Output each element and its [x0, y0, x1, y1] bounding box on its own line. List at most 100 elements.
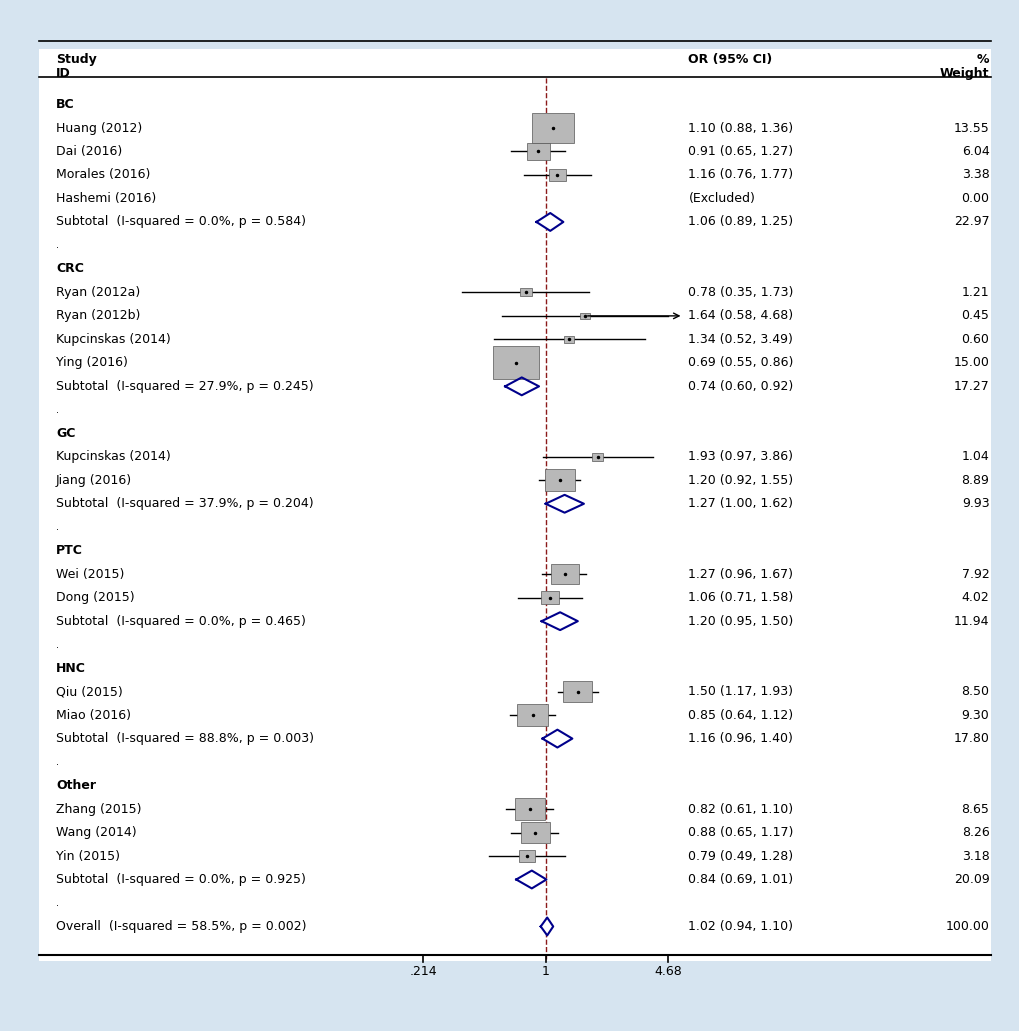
Text: 1.27 (0.96, 1.67): 1.27 (0.96, 1.67)	[688, 568, 793, 580]
Text: BC: BC	[56, 98, 74, 111]
Text: 17.27: 17.27	[953, 379, 988, 393]
Text: 1.04: 1.04	[961, 451, 988, 463]
Text: 1.27 (1.00, 1.62): 1.27 (1.00, 1.62)	[688, 497, 793, 510]
Bar	[515, 798, 544, 820]
Text: 0.60: 0.60	[961, 333, 988, 345]
Text: 0.79 (0.49, 1.28): 0.79 (0.49, 1.28)	[688, 850, 793, 863]
Bar	[517, 704, 548, 727]
Text: 1.50 (1.17, 1.93): 1.50 (1.17, 1.93)	[688, 686, 793, 698]
Bar	[544, 469, 575, 492]
Bar	[562, 680, 592, 702]
Text: 1.93 (0.97, 3.86): 1.93 (0.97, 3.86)	[688, 451, 793, 463]
Text: 0.69 (0.55, 0.86): 0.69 (0.55, 0.86)	[688, 357, 793, 369]
Bar	[580, 312, 589, 320]
Text: Wang (2014): Wang (2014)	[56, 826, 137, 839]
Text: 8.89: 8.89	[961, 474, 988, 487]
Text: 3.18: 3.18	[961, 850, 988, 863]
Text: Dai (2016): Dai (2016)	[56, 145, 122, 158]
Text: 9.30: 9.30	[961, 708, 988, 722]
Text: 11.94: 11.94	[953, 614, 988, 628]
Text: Study: Study	[56, 53, 97, 66]
Text: 17.80: 17.80	[953, 732, 988, 745]
Bar	[526, 143, 549, 160]
Text: 0.85 (0.64, 1.12): 0.85 (0.64, 1.12)	[688, 708, 793, 722]
Text: 1.16 (0.76, 1.77): 1.16 (0.76, 1.77)	[688, 168, 793, 181]
Text: .: .	[56, 898, 59, 908]
Polygon shape	[516, 870, 546, 889]
Text: 100.00: 100.00	[945, 920, 988, 933]
Text: Subtotal  (I-squared = 88.8%, p = 0.003): Subtotal (I-squared = 88.8%, p = 0.003)	[56, 732, 314, 745]
Bar	[541, 591, 558, 604]
Text: 0.88 (0.65, 1.17): 0.88 (0.65, 1.17)	[688, 826, 793, 839]
Text: 15.00: 15.00	[953, 357, 988, 369]
Text: 13.55: 13.55	[953, 122, 988, 134]
Text: Kupcinskas (2014): Kupcinskas (2014)	[56, 451, 171, 463]
Text: OR (95% CI): OR (95% CI)	[688, 53, 772, 66]
Text: .: .	[56, 523, 59, 532]
Text: Subtotal  (I-squared = 0.0%, p = 0.925): Subtotal (I-squared = 0.0%, p = 0.925)	[56, 873, 306, 886]
Text: HNC: HNC	[56, 662, 86, 674]
Text: 1.06 (0.89, 1.25): 1.06 (0.89, 1.25)	[688, 215, 793, 229]
Text: 1.06 (0.71, 1.58): 1.06 (0.71, 1.58)	[688, 591, 793, 604]
Text: Kupcinskas (2014): Kupcinskas (2014)	[56, 333, 171, 345]
Text: Yin (2015): Yin (2015)	[56, 850, 120, 863]
Text: Morales (2016): Morales (2016)	[56, 168, 151, 181]
Text: 1.02 (0.94, 1.10): 1.02 (0.94, 1.10)	[688, 920, 793, 933]
Text: .: .	[56, 405, 59, 414]
Text: Subtotal  (I-squared = 37.9%, p = 0.204): Subtotal (I-squared = 37.9%, p = 0.204)	[56, 497, 314, 510]
Text: 1.34 (0.52, 3.49): 1.34 (0.52, 3.49)	[688, 333, 793, 345]
Text: 0.78 (0.35, 1.73): 0.78 (0.35, 1.73)	[688, 286, 793, 299]
Text: Subtotal  (I-squared = 0.0%, p = 0.465): Subtotal (I-squared = 0.0%, p = 0.465)	[56, 614, 306, 628]
Bar	[548, 169, 566, 181]
Text: 0.74 (0.60, 0.92): 0.74 (0.60, 0.92)	[688, 379, 793, 393]
Text: Qiu (2015): Qiu (2015)	[56, 686, 122, 698]
Text: 1.21: 1.21	[961, 286, 988, 299]
Text: 0.82 (0.61, 1.10): 0.82 (0.61, 1.10)	[688, 802, 793, 816]
Text: 3.38: 3.38	[961, 168, 988, 181]
Text: .: .	[56, 639, 59, 650]
Text: 22.97: 22.97	[953, 215, 988, 229]
Bar	[592, 453, 602, 461]
Text: Jiang (2016): Jiang (2016)	[56, 474, 132, 487]
Text: Wei (2015): Wei (2015)	[56, 568, 124, 580]
Text: 9.93: 9.93	[961, 497, 988, 510]
Text: Ryan (2012a): Ryan (2012a)	[56, 286, 141, 299]
Text: Subtotal  (I-squared = 27.9%, p = 0.245): Subtotal (I-squared = 27.9%, p = 0.245)	[56, 379, 314, 393]
Text: 1.10 (0.88, 1.36): 1.10 (0.88, 1.36)	[688, 122, 793, 134]
Text: Huang (2012): Huang (2012)	[56, 122, 143, 134]
Text: Zhang (2015): Zhang (2015)	[56, 802, 142, 816]
Text: 0.91 (0.65, 1.27): 0.91 (0.65, 1.27)	[688, 145, 793, 158]
Text: 8.65: 8.65	[961, 802, 988, 816]
Polygon shape	[536, 213, 562, 231]
Text: 0.45: 0.45	[961, 309, 988, 323]
Text: 6.04: 6.04	[961, 145, 988, 158]
Text: (Excluded): (Excluded)	[688, 192, 755, 205]
Text: 4.68: 4.68	[653, 965, 682, 978]
Text: 8.50: 8.50	[961, 686, 988, 698]
Text: 1.20 (0.95, 1.50): 1.20 (0.95, 1.50)	[688, 614, 793, 628]
Bar	[39, 49, 990, 961]
Text: CRC: CRC	[56, 263, 84, 275]
Bar	[550, 564, 578, 585]
Bar	[564, 336, 573, 343]
Polygon shape	[541, 612, 577, 630]
Polygon shape	[540, 918, 552, 935]
Text: .: .	[56, 757, 59, 767]
Text: Ryan (2012b): Ryan (2012b)	[56, 309, 141, 323]
Polygon shape	[542, 730, 572, 747]
Bar	[532, 112, 574, 143]
Bar	[520, 289, 531, 297]
Text: Other: Other	[56, 779, 96, 792]
Text: Hashemi (2016): Hashemi (2016)	[56, 192, 156, 205]
Text: %: %	[976, 53, 988, 66]
Text: 0.00: 0.00	[961, 192, 988, 205]
Text: .214: .214	[409, 965, 437, 978]
Text: GC: GC	[56, 427, 75, 440]
Text: ID: ID	[56, 67, 70, 80]
Text: 1: 1	[541, 965, 549, 978]
Text: 20.09: 20.09	[953, 873, 988, 886]
Text: 1.16 (0.96, 1.40): 1.16 (0.96, 1.40)	[688, 732, 793, 745]
Text: Ying (2016): Ying (2016)	[56, 357, 127, 369]
Polygon shape	[504, 377, 538, 395]
Text: 0.84 (0.69, 1.01): 0.84 (0.69, 1.01)	[688, 873, 793, 886]
